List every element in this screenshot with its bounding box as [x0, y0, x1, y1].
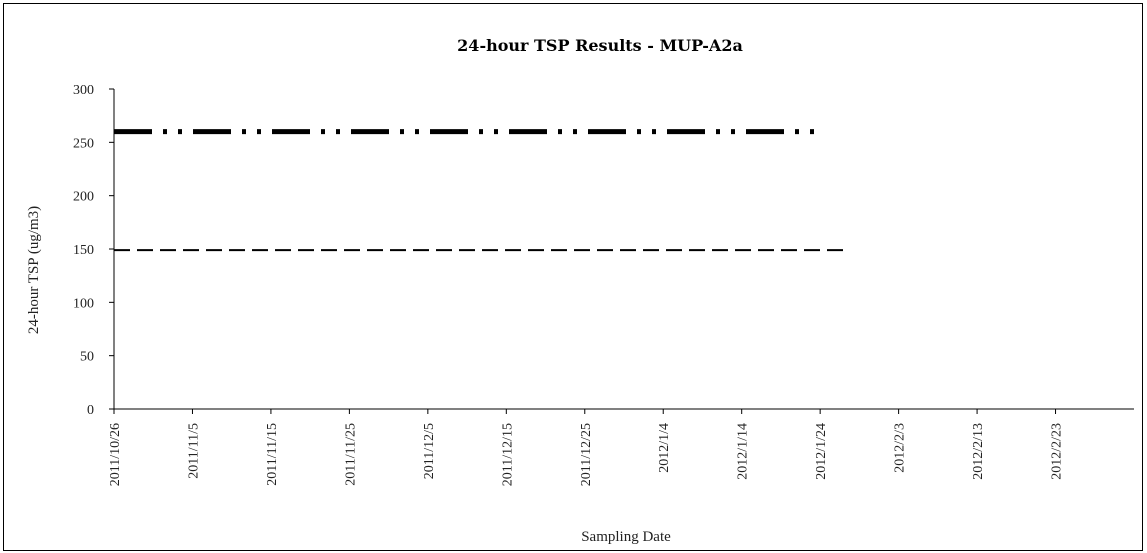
y-tick-label: 200: [73, 190, 94, 205]
x-ticks: 2011/10/26 2011/11/5 2011/11/15 2011/11/25 2…: [108, 409, 1065, 486]
x-tick-label: 2011/10/26: [108, 423, 123, 486]
x-tick-label: 2012/2/23: [1050, 423, 1065, 480]
y-tick-label: 250: [73, 136, 94, 151]
y-axis-label: 24-hour TSP (ug/m3): [26, 206, 42, 334]
y-tick-label: 0: [87, 403, 94, 418]
x-axis-label: Sampling Date: [581, 529, 671, 545]
y-tick-label: 150: [73, 243, 94, 258]
x-tick-label: 2012/1/24: [814, 423, 829, 480]
y-tick-label: 100: [73, 296, 94, 311]
x-tick-label: 2011/11/5: [186, 423, 201, 479]
chart-title: 24-hour TSP Results - MUP-A2a: [457, 36, 743, 55]
x-tick-label: 2011/12/5: [422, 423, 437, 479]
y-tick-label: 50: [80, 350, 94, 365]
y-ticks: 0 50 100 150 200 250 300: [73, 83, 114, 418]
x-tick-label: 2011/12/15: [500, 423, 515, 486]
x-tick-label: 2012/1/4: [657, 423, 672, 473]
series-lines: [114, 129, 844, 252]
x-tick-label: 2011/11/15: [265, 423, 280, 486]
x-tick-label: 2011/12/25: [579, 423, 594, 486]
x-tick-label: 2012/2/13: [971, 423, 986, 480]
y-tick-label: 300: [73, 83, 94, 98]
chart-frame: [3, 3, 1143, 551]
x-tick-label: 2012/1/14: [736, 423, 751, 480]
x-tick-label: 2011/11/25: [343, 423, 358, 486]
x-tick-label: 2012/2/3: [893, 423, 908, 473]
